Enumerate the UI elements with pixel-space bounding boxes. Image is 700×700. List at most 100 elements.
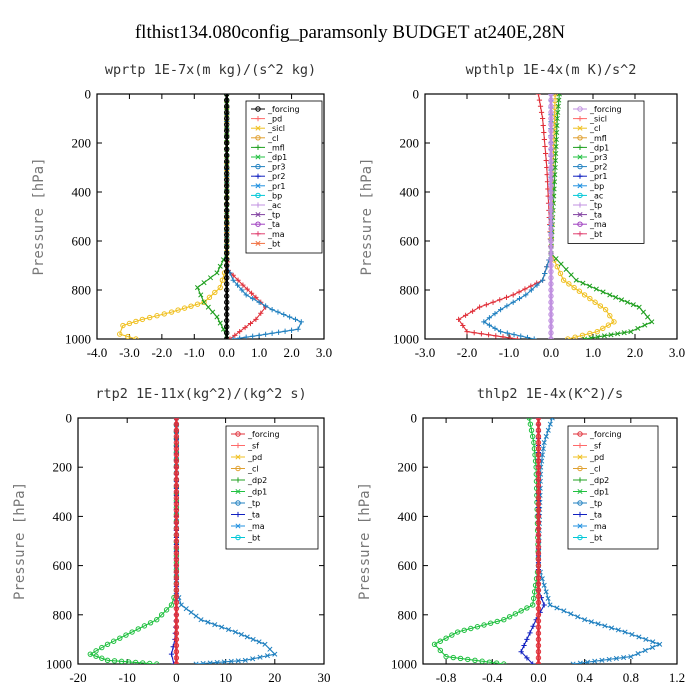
series-line	[118, 94, 228, 339]
y-tick-label: 200	[53, 460, 73, 475]
data-point	[193, 661, 199, 664]
legend-swatch-marker	[577, 511, 583, 518]
legend-entry: _cl	[589, 124, 601, 133]
data-point	[587, 330, 593, 337]
data-point	[554, 605, 560, 611]
data-point	[548, 121, 554, 128]
data-point	[524, 605, 530, 611]
data-point	[224, 336, 230, 339]
data-point	[173, 526, 180, 532]
data-point	[161, 311, 167, 317]
data-point	[527, 630, 533, 636]
legend-swatch-marker	[577, 116, 583, 122]
series-line	[88, 418, 177, 664]
data-point	[492, 325, 498, 331]
data-point	[650, 639, 656, 645]
data-point	[535, 544, 542, 550]
data-point	[535, 538, 542, 544]
data-point	[535, 532, 542, 538]
data-point	[518, 608, 524, 614]
data-point	[561, 608, 567, 614]
data-point	[227, 336, 233, 339]
data-point	[548, 324, 554, 330]
legend-swatch-marker	[577, 183, 583, 189]
data-point	[110, 638, 117, 644]
legend-box	[225, 425, 319, 550]
series-dp1	[456, 94, 554, 339]
data-point	[224, 268, 230, 275]
data-point	[548, 305, 554, 312]
data-point	[582, 336, 588, 339]
data-point	[87, 651, 94, 657]
data-point	[146, 314, 153, 321]
legend-entry: _ma	[589, 220, 607, 229]
data-point	[173, 562, 180, 569]
data-point	[535, 642, 542, 649]
data-point	[535, 519, 542, 526]
data-point	[542, 270, 548, 277]
data-point	[548, 103, 554, 109]
data-point	[557, 270, 564, 277]
x-tick-label: 1.0	[251, 345, 267, 360]
legend-entry: _dp1	[247, 488, 267, 497]
data-point	[553, 136, 559, 143]
legend-swatch-marker	[255, 144, 261, 150]
data-point	[548, 170, 554, 177]
data-point	[645, 314, 651, 320]
data-point	[540, 122, 546, 129]
data-point	[224, 232, 230, 238]
data-point	[529, 602, 536, 608]
data-point	[263, 331, 269, 337]
legend-entry: _sf	[589, 442, 601, 451]
data-point	[548, 275, 554, 281]
data-point	[183, 606, 189, 612]
data-point	[512, 611, 519, 617]
data-point	[217, 263, 223, 269]
data-point	[649, 319, 655, 325]
data-point	[224, 256, 230, 263]
data-point	[120, 322, 126, 329]
data-point	[224, 324, 230, 330]
data-point	[526, 418, 532, 421]
data-point	[594, 328, 600, 335]
data-point	[494, 618, 500, 625]
data-point	[510, 299, 516, 305]
data-point	[636, 634, 642, 640]
data-point	[486, 315, 492, 321]
data-point	[461, 627, 467, 633]
data-point	[224, 128, 230, 134]
data-point	[629, 631, 635, 638]
data-point	[173, 452, 180, 458]
data-point	[535, 507, 542, 513]
legend-swatch-marker	[235, 511, 241, 518]
data-point	[173, 538, 180, 544]
x-tick-label: -3.0	[119, 345, 140, 360]
data-point	[173, 446, 180, 452]
data-point	[535, 513, 542, 520]
data-point	[224, 183, 230, 189]
data-point	[602, 306, 609, 313]
data-point	[178, 602, 184, 608]
data-point	[465, 656, 471, 663]
data-point	[548, 195, 554, 201]
x-tick-label: 1.2	[669, 670, 685, 685]
data-point	[224, 330, 230, 336]
y-axis-label: Pressure [hPa]	[357, 482, 373, 600]
chart-panel-4: thlp2 1E-4x(K^2)/s -0.8 -0.4 0.0 0.4 0.8 1.2 0 2…	[357, 386, 685, 685]
legend-entry: _bp	[589, 182, 604, 191]
data-point	[173, 458, 180, 464]
data-point	[483, 302, 489, 308]
legend-box	[245, 100, 323, 254]
data-point	[154, 661, 160, 664]
data-point	[173, 495, 180, 501]
data-point	[498, 307, 504, 313]
data-point	[201, 299, 207, 305]
data-point	[548, 311, 554, 318]
data-point	[535, 587, 542, 593]
data-point	[250, 295, 256, 302]
data-point	[576, 288, 583, 294]
data-point	[224, 152, 230, 158]
data-point	[173, 599, 180, 606]
data-point	[548, 238, 554, 244]
